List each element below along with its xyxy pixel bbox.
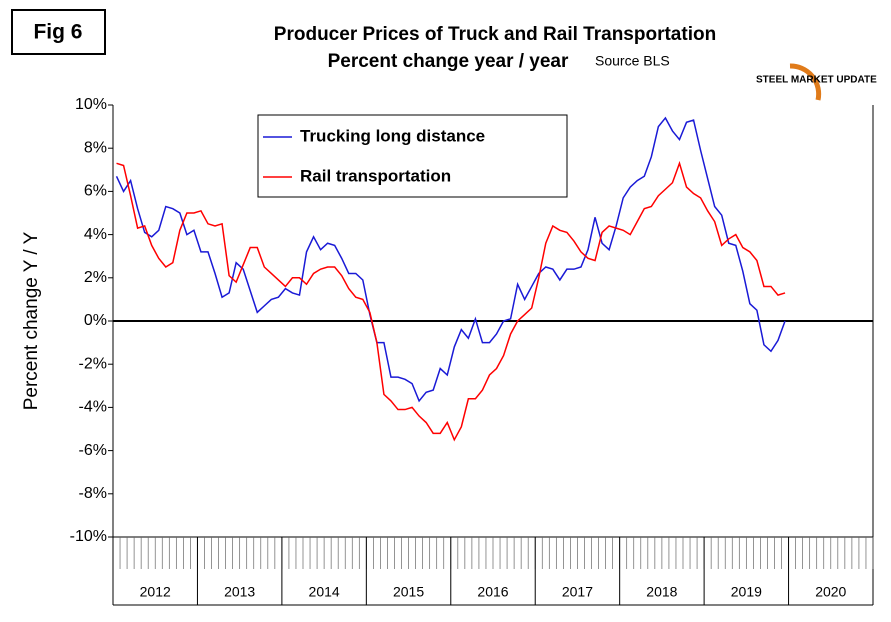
chart-subtitle: Percent change year / year [328,51,569,72]
series-line [115,116,786,403]
logo: STEEL MARKET UPDATE [756,75,877,86]
y-tick-label: 8% [84,139,107,156]
x-group-label: 2012 [140,584,171,600]
y-tick-label: 0% [84,312,107,329]
x-group-label: 2016 [477,584,508,600]
y-tick-label: 10% [75,96,107,113]
figure-label: Fig 6 [33,21,82,44]
y-tick-label: 2% [84,269,107,286]
figure-box [11,9,106,55]
series-line [116,160,786,442]
chart-title: Producer Prices of Truck and Rail Transp… [274,24,716,45]
y-tick-label: -2% [79,355,107,372]
legend-label: Trucking long distance [300,126,485,145]
y-tick-label: 4% [84,226,107,243]
y-tick-label: -8% [79,485,107,502]
x-group-label: 2014 [309,584,340,600]
x-group-label: 2019 [731,584,762,600]
x-group-label: 2017 [562,584,593,600]
x-group-label: 2018 [646,584,677,600]
x-group-label: 2013 [224,584,255,600]
y-tick-label: 6% [84,183,107,200]
y-tick-label: -10% [70,528,107,545]
logo-arc [789,63,822,101]
y-tick-label: -4% [79,399,107,416]
y-tick-label: -6% [79,442,107,459]
y-axis-label: Percent change Y / Y [21,231,42,410]
x-group-label: 2015 [393,584,424,600]
x-group-label: 2020 [815,584,846,600]
source: Source BLS [595,53,670,69]
legend-label: Rail transportation [300,166,451,185]
legend-box [257,114,568,198]
